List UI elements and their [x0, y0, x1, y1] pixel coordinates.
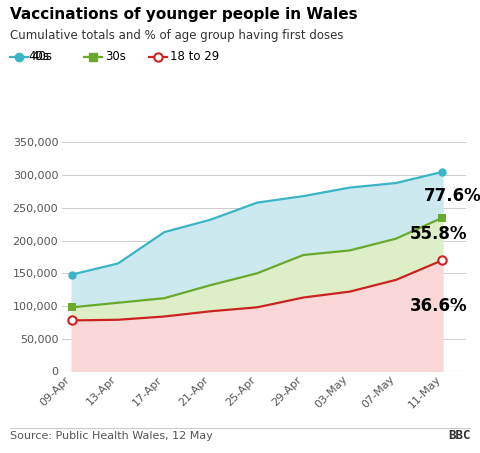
- Text: 30s: 30s: [106, 50, 126, 63]
- Text: 40s: 40s: [29, 50, 50, 63]
- Text: Vaccinations of younger people in Wales: Vaccinations of younger people in Wales: [10, 7, 357, 22]
- Text: 40s: 40s: [31, 50, 52, 63]
- Text: 18 to 29: 18 to 29: [170, 50, 220, 63]
- Text: 36.6%: 36.6%: [410, 297, 468, 315]
- Text: BBC: BBC: [448, 429, 470, 442]
- Text: Cumulative totals and % of age group having first doses: Cumulative totals and % of age group hav…: [10, 29, 343, 43]
- Text: 77.6%: 77.6%: [424, 187, 480, 205]
- Text: 55.8%: 55.8%: [410, 225, 468, 243]
- Text: Source: Public Health Wales, 12 May: Source: Public Health Wales, 12 May: [10, 431, 213, 441]
